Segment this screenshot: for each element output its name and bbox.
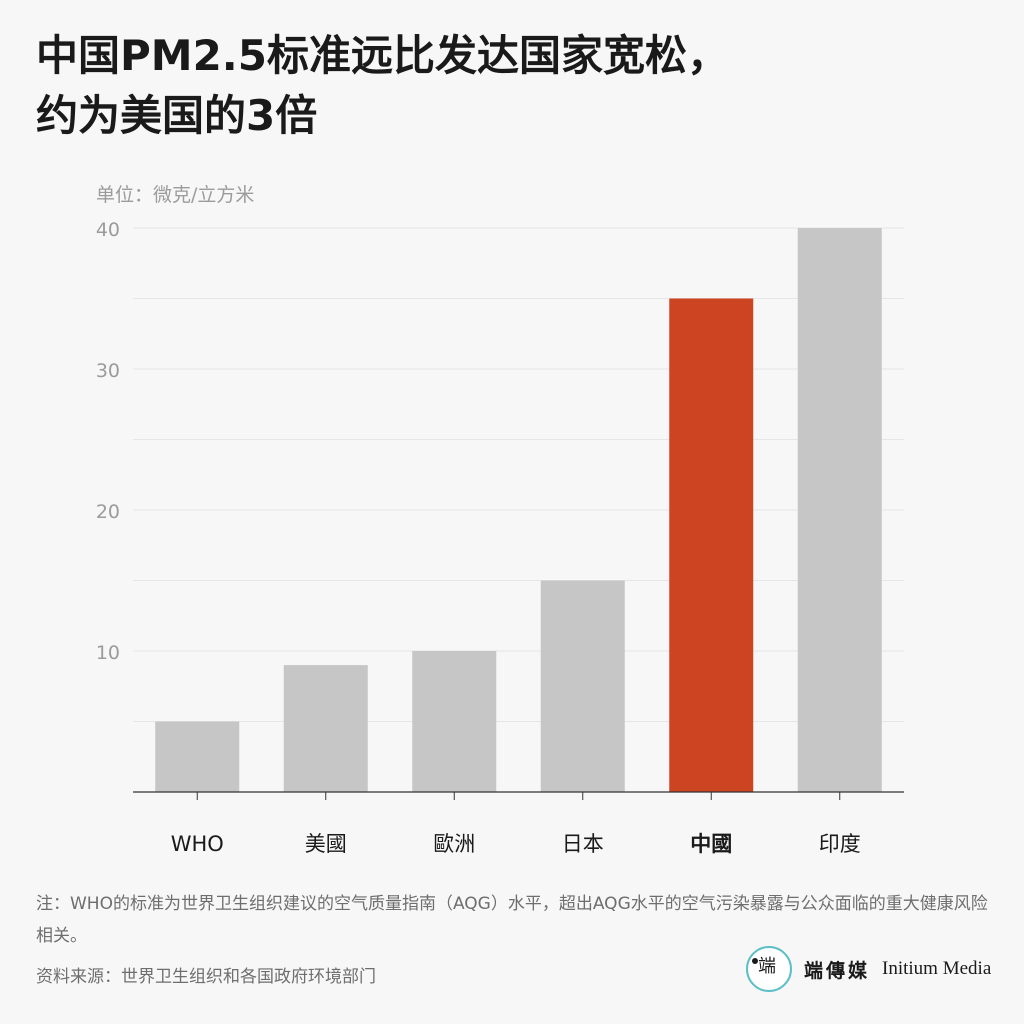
unit-label: 单位：微克/立方米 <box>96 184 255 206</box>
bar <box>412 651 497 792</box>
title-line-2: 约为美国的3倍 <box>36 91 318 140</box>
logo-mark: 端 <box>758 956 776 977</box>
bar <box>797 228 882 792</box>
chart-title: 中国PM2.5标准远比发达国家宽松， 约为美国的3倍 <box>36 26 936 146</box>
bar <box>155 721 240 792</box>
source-note: 资料来源：世界卫生组织和各国政府环境部门 <box>36 967 376 987</box>
title-line-1: 中国PM2.5标准远比发达国家宽松， <box>36 31 729 80</box>
y-tick-label: 20 <box>96 501 120 523</box>
y-tick-label: 30 <box>96 360 120 382</box>
labels: 10 20 30 40 WHO 美國 歐洲 日本 中國 印度 <box>96 219 861 856</box>
x-category-label: 日本 <box>562 832 604 856</box>
brand-name-cn: 端傳媒 <box>804 959 871 982</box>
footnote: 注：WHO的标准为世界卫生组织建议的空气质量指南（AQG）水平，超出AQG水平的… <box>36 894 988 946</box>
initium-logo-icon: 端 <box>746 946 792 992</box>
x-category-label: 印度 <box>819 832 861 856</box>
bar <box>283 665 368 792</box>
y-tick-label: 40 <box>96 219 120 241</box>
bar <box>540 580 625 792</box>
x-category-label: 美國 <box>305 832 347 856</box>
x-category-label: 歐洲 <box>433 832 475 856</box>
gridlines <box>133 227 904 722</box>
bar <box>669 298 754 792</box>
brand-name-en: Initium Media <box>882 958 992 979</box>
bar-chart: 10 20 30 40 WHO 美國 歐洲 日本 中國 印度 <box>96 219 904 856</box>
bars <box>155 228 882 792</box>
axes <box>133 791 904 800</box>
brand: 端 端傳媒 Initium Media <box>746 946 991 992</box>
x-category-label: 中國 <box>690 832 732 856</box>
y-tick-label: 10 <box>96 642 120 664</box>
x-category-label: WHO <box>171 832 224 856</box>
